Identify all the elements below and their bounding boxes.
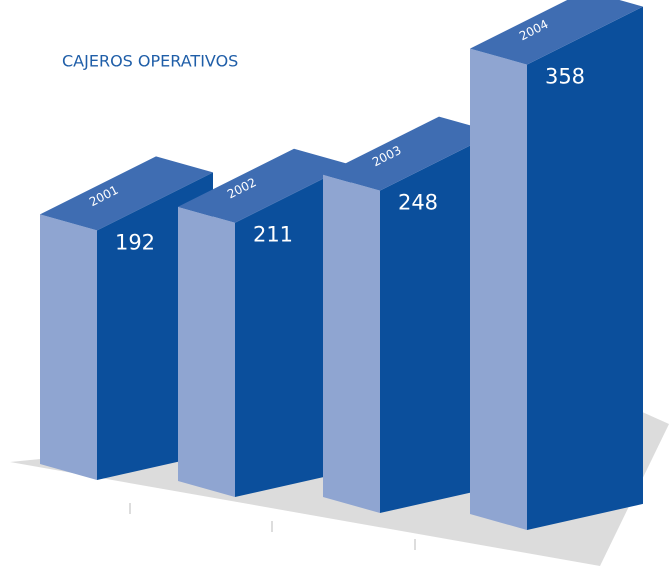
bar-front xyxy=(323,174,380,513)
value-label: 358 xyxy=(545,65,585,89)
bar-top xyxy=(40,156,213,231)
bar-top xyxy=(323,116,496,191)
chart-title: CAJEROS OPERATIVOS xyxy=(62,52,238,71)
bar-front xyxy=(178,206,235,497)
value-label: 211 xyxy=(253,223,293,247)
bar-side xyxy=(235,164,351,497)
bar-front xyxy=(470,48,527,530)
value-label: 248 xyxy=(398,191,438,215)
bar-top xyxy=(178,148,351,223)
bar-side xyxy=(527,6,643,531)
bar-front xyxy=(40,214,97,480)
value-label: 192 xyxy=(115,230,155,254)
bar-top xyxy=(470,0,643,65)
bar-side xyxy=(380,132,496,513)
